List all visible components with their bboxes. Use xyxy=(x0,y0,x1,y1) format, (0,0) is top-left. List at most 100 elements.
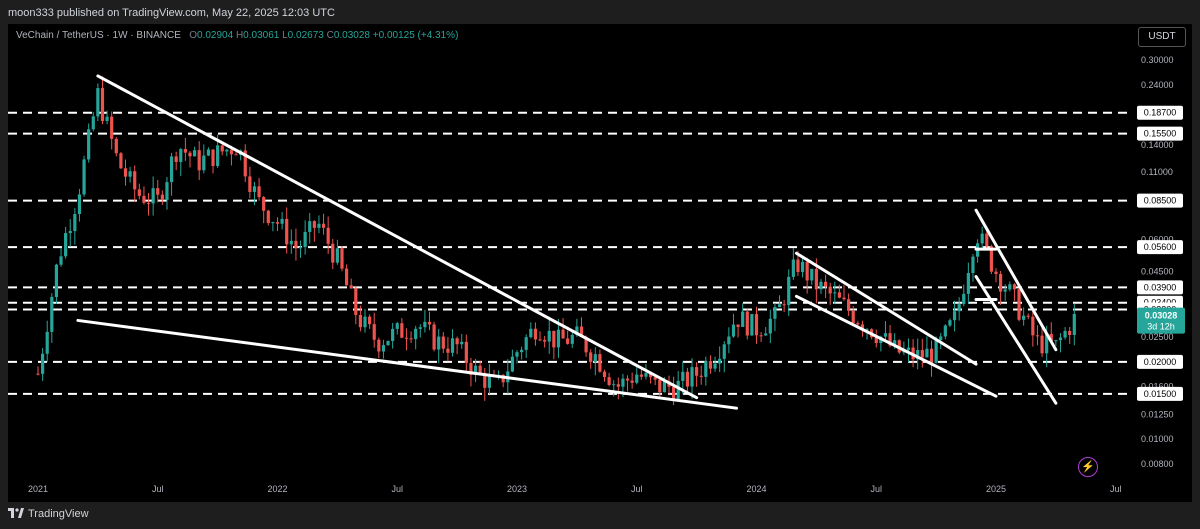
price-tick-label-9: 0.01000 xyxy=(1141,434,1174,444)
candle-body-64 xyxy=(331,243,335,263)
candle-body-22 xyxy=(137,189,141,196)
candle-body-209 xyxy=(999,273,1003,292)
candle-body-174 xyxy=(837,292,842,298)
candle-body-104 xyxy=(515,352,519,357)
publish-info-text: moon333 published on TradingView.com, Ma… xyxy=(8,7,335,19)
candle-body-205 xyxy=(980,233,984,244)
candle-body-94 xyxy=(469,363,473,375)
candle-body-2 xyxy=(45,331,49,354)
candle-body-67 xyxy=(344,268,349,286)
candle-body-139 xyxy=(676,380,680,400)
candle-body-197 xyxy=(943,325,947,337)
candle-body-127 xyxy=(621,378,625,387)
candle-body-173 xyxy=(833,292,837,294)
candle-body-111 xyxy=(547,330,551,342)
candle-body-45 xyxy=(243,150,247,177)
candle-body-200 xyxy=(957,304,961,312)
trendline-5[interactable] xyxy=(974,275,1058,405)
candle-body-164 xyxy=(791,259,795,277)
price-tick-label-3: 0.11000 xyxy=(1141,167,1173,177)
trendline-4[interactable] xyxy=(974,208,1058,352)
candle-body-0 xyxy=(36,373,40,375)
candle-body-163 xyxy=(787,276,791,306)
time-tick-label-7: Jul xyxy=(870,484,882,494)
candle-body-11 xyxy=(87,129,91,160)
candle-body-155 xyxy=(750,314,754,336)
level-tag-7 xyxy=(1137,354,1183,369)
candle-body-92 xyxy=(460,341,464,345)
candle-body-48 xyxy=(257,186,261,198)
tradingview-brand[interactable]: TradingView xyxy=(8,508,89,520)
candle-body-147 xyxy=(713,363,717,369)
trendline-0[interactable] xyxy=(96,74,699,400)
price-tick-label-8: 0.01250 xyxy=(1141,409,1174,419)
candle-body-87 xyxy=(437,336,441,350)
candle-body-141 xyxy=(685,371,690,387)
candle-body-117 xyxy=(575,326,579,335)
candle-body-146 xyxy=(708,361,713,369)
trendline-1[interactable] xyxy=(76,318,739,410)
candle-body-150 xyxy=(727,336,731,345)
candle-body-79 xyxy=(400,323,404,338)
candle-body-142 xyxy=(690,367,694,387)
candle-body-34 xyxy=(192,150,197,157)
candle-body-170 xyxy=(819,281,823,290)
candle-body-93 xyxy=(464,341,468,364)
candle-body-98 xyxy=(487,375,491,388)
candle-body-178 xyxy=(856,322,860,325)
candle-body-132 xyxy=(644,373,648,377)
candle-body-76 xyxy=(386,340,390,346)
candle-body-13 xyxy=(96,88,100,117)
candle-body-103 xyxy=(510,356,514,372)
candle-body-214 xyxy=(1022,315,1026,320)
level-tag-3 xyxy=(1137,240,1183,255)
candle-body-140 xyxy=(681,371,685,381)
candle-body-42 xyxy=(229,149,234,155)
candle-body-96 xyxy=(478,365,482,373)
candle-body-128 xyxy=(625,378,630,381)
candle-body-166 xyxy=(800,261,805,272)
open-label: O xyxy=(189,30,197,41)
lightning-icon[interactable]: ⚡ xyxy=(1078,457,1098,477)
currency-button[interactable]: USDT xyxy=(1138,27,1186,47)
trendline-2[interactable] xyxy=(794,251,978,366)
candle-body-172 xyxy=(828,286,832,294)
candle-body-195 xyxy=(934,339,938,363)
candle-body-10 xyxy=(82,159,86,195)
price-tick-label-4: 0.06000 xyxy=(1141,234,1174,244)
chart-pane[interactable] xyxy=(8,24,1192,502)
candle-body-213 xyxy=(1017,289,1021,320)
candle-body-182 xyxy=(874,337,878,344)
candle-body-30 xyxy=(174,156,178,163)
candle-body-202 xyxy=(966,272,970,294)
close-label: C xyxy=(326,30,334,41)
candle-body-14 xyxy=(100,88,105,121)
candle-body-211 xyxy=(1008,284,1012,290)
candle-body-91 xyxy=(455,338,459,345)
candle-body-21 xyxy=(133,171,137,190)
candle-body-77 xyxy=(391,328,395,341)
candle-body-1 xyxy=(41,353,45,374)
candle-body-121 xyxy=(593,354,597,362)
price-tick-label-2: 0.14000 xyxy=(1141,140,1174,150)
candle-body-84 xyxy=(423,321,427,328)
candle-body-58 xyxy=(303,231,307,248)
candle-body-113 xyxy=(556,329,561,348)
level-tag-2 xyxy=(1137,193,1183,208)
candle-body-37 xyxy=(206,149,211,156)
candle-body-78 xyxy=(395,323,399,329)
candle-body-145 xyxy=(704,361,708,377)
candle-body-15 xyxy=(105,116,109,121)
candle-body-108 xyxy=(533,328,538,340)
trendline-3[interactable] xyxy=(794,294,998,398)
candle-body-16 xyxy=(110,116,114,139)
candle-body-59 xyxy=(308,221,312,232)
candle-body-219 xyxy=(1045,334,1049,354)
horizontal-levels xyxy=(8,111,1133,395)
candle-body-81 xyxy=(409,338,413,340)
candle-body-199 xyxy=(952,311,957,321)
candle-body-105 xyxy=(520,349,524,353)
level-tag-0 xyxy=(1137,105,1183,120)
